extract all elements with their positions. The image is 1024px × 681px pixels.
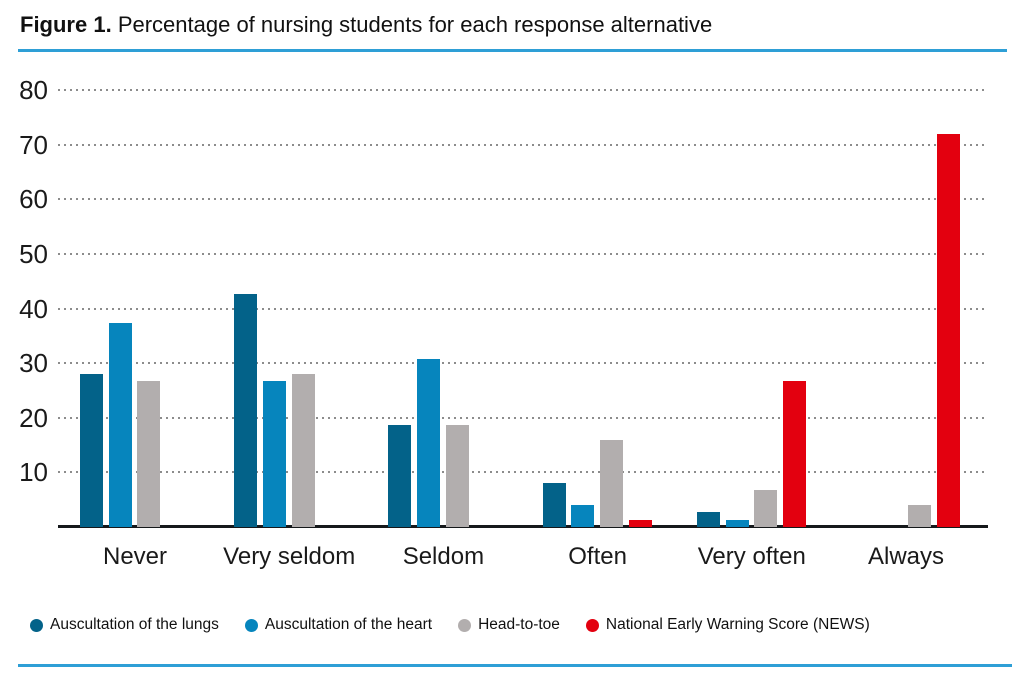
legend-item-0: Auscultation of the lungs [30, 616, 219, 634]
gridline-30 [58, 362, 988, 365]
x-category-label-very-seldom: Very seldom [223, 543, 356, 570]
x-category-label-seldom: Seldom [402, 543, 485, 570]
legend-dot-icon [244, 618, 258, 632]
gridline-60 [58, 198, 988, 201]
gridline-20 [58, 416, 988, 419]
x-category-label-very-often: Very often [697, 543, 806, 570]
legend-dot-icon [585, 618, 599, 632]
x-category-label-always: Always [867, 543, 945, 570]
chart-legend: Auscultation of the lungs Auscultation of… [30, 616, 870, 634]
y-tick-label-80: 80 [19, 75, 48, 105]
bar-very-seldom-s0 [234, 293, 258, 527]
bar-often-s0 [542, 483, 566, 527]
bottom-divider-rule [18, 664, 1012, 667]
bar-often-s2 [600, 439, 623, 527]
figure-caption: Figure 1. Percentage of nursing students… [20, 12, 712, 38]
bar-often-s1 [571, 505, 595, 527]
bar-very-often-s3 [782, 381, 806, 527]
x-category-label-never: Never [102, 543, 168, 570]
legend-item-2: Head-to-toe [458, 616, 560, 634]
legend-label: National Early Warning Score (NEWS) [605, 616, 870, 633]
bar-never-s1 [108, 323, 132, 527]
legend-item-3: National Early Warning Score (NEWS) [585, 616, 870, 634]
legend-label: Auscultation of the lungs [50, 616, 219, 633]
y-tick-label-30: 30 [19, 348, 48, 379]
bar-very-seldom-s1 [262, 381, 286, 527]
legend-dot-icon [30, 618, 43, 632]
bar-very-seldom-s2 [291, 374, 315, 527]
figure-title: Percentage of nursing students for each … [117, 12, 713, 37]
legend-item-1: Auscultation of the heart [244, 616, 433, 634]
legend-dot-icon [458, 618, 472, 632]
bar-never-s0 [80, 374, 103, 527]
bar-very-often-s0 [696, 512, 720, 527]
top-divider-rule [18, 49, 1007, 52]
bar-seldom-s2 [445, 424, 469, 527]
y-tick-label-50: 50 [19, 238, 48, 269]
gridline-50 [58, 252, 988, 255]
y-tick-label-70: 70 [19, 129, 48, 160]
gridline-80 [58, 89, 988, 91]
y-tick-label-60: 60 [19, 184, 48, 215]
legend-label: Auscultation of the heart [264, 616, 433, 633]
bar-always-s2 [908, 505, 932, 527]
bar-seldom-s1 [417, 359, 441, 527]
bar-never-s2 [137, 381, 161, 527]
bar-very-often-s2 [754, 490, 778, 527]
legend-label: Head-to-toe [478, 616, 560, 633]
bar-often-s3 [628, 519, 652, 527]
x-category-label-often: Often [568, 543, 627, 570]
y-tick-label-20: 20 [19, 402, 48, 433]
gridline-10 [58, 471, 988, 474]
y-tick-label-10: 10 [19, 457, 48, 488]
bar-always-s3 [937, 133, 961, 527]
x-axis-line [58, 525, 988, 528]
y-tick-label-40: 40 [19, 293, 48, 324]
figure-number: Figure 1. [20, 12, 112, 37]
gridline-70 [58, 143, 988, 146]
bar-seldom-s0 [388, 424, 412, 527]
gridline-40 [58, 307, 988, 310]
bar-very-often-s1 [725, 519, 749, 527]
